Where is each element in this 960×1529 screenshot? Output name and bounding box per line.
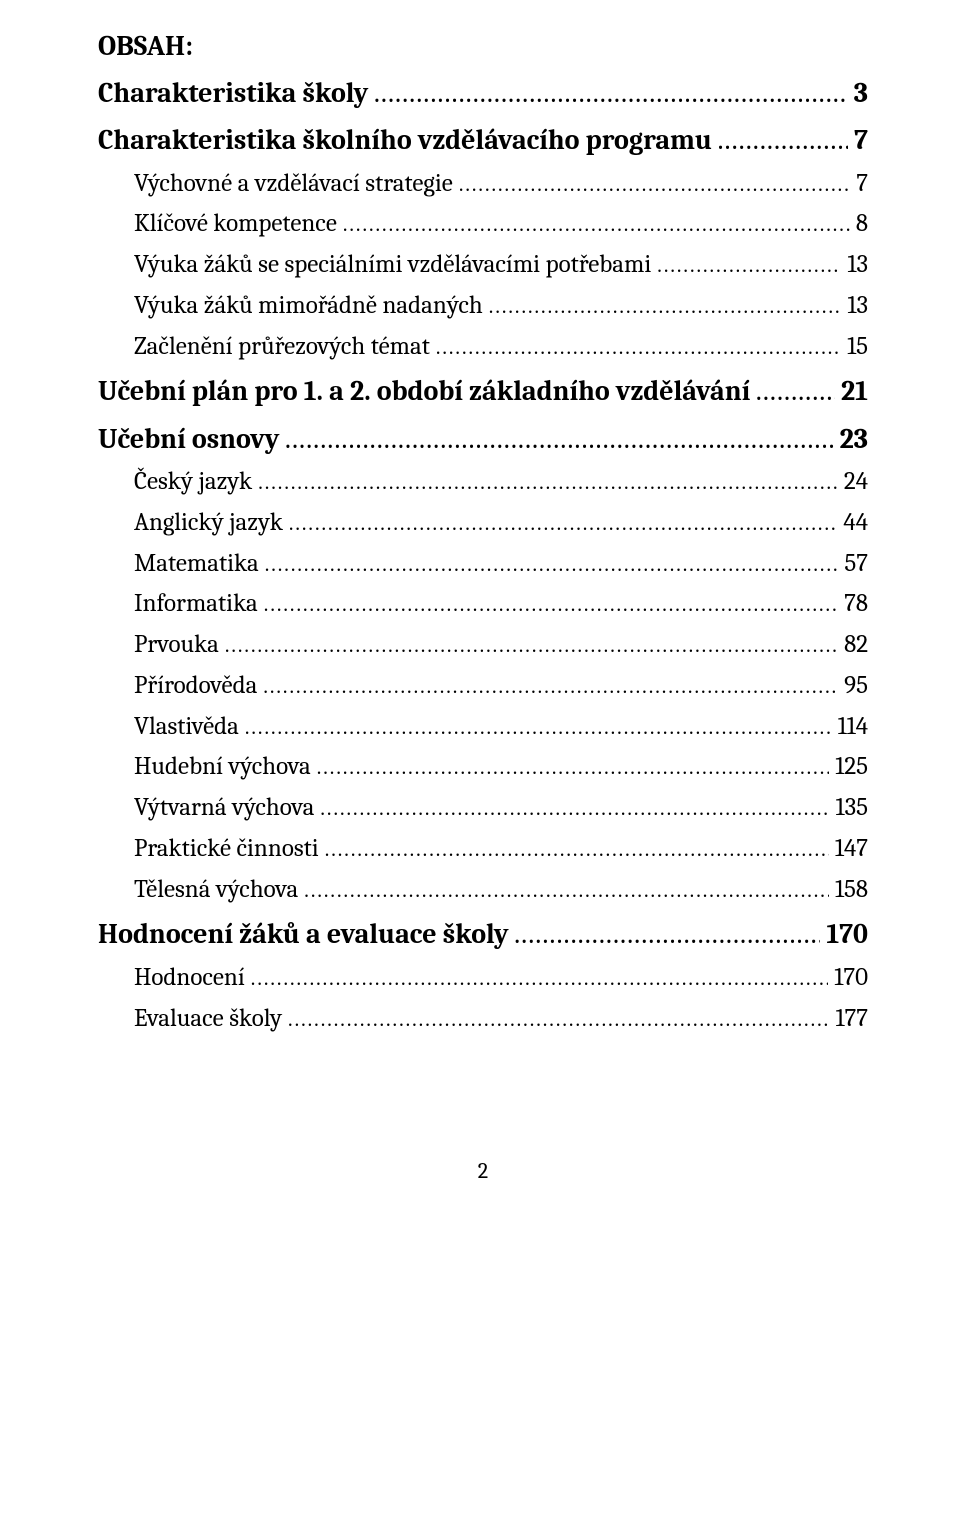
toc-leader-dots [320,789,829,828]
toc-entry: Informatika 78 [98,585,868,624]
toc-entry: Začlenění průřezových témat 15 [98,328,868,367]
toc-entry-label: Charakteristika školního vzdělávacího pr… [98,119,712,162]
toc-entry-label: Hodnocení [134,959,245,998]
toc-entry-label: Výuka žáků se speciálními vzdělávacími p… [134,246,651,285]
toc-entry: Praktické činnosti 147 [98,830,868,869]
toc-entry-label: Začlenění průřezových témat [134,328,430,367]
toc-leader-dots [515,913,821,956]
toc-leader-dots [436,328,841,367]
toc-entry-page: 78 [844,585,868,624]
toc-entry-page: 177 [835,1000,868,1039]
toc-entry-page: 44 [843,504,868,543]
toc-entry: Klíčové kompetence 8 [98,205,868,244]
toc-leader-dots [374,72,847,115]
toc-leader-dots [343,205,850,244]
toc-entry: Hodnocení 170 [98,959,868,998]
toc-entry-page: 95 [844,667,868,706]
toc-entry: Výtvarná výchova 135 [98,789,868,828]
toc-entry: Výchovné a vzdělávací strategie 7 [98,165,868,204]
toc-entry-page: 135 [836,789,868,828]
toc-entry-label: Prvouka [134,626,219,665]
toc-leader-dots [756,370,835,413]
toc-entry-label: Výtvarná výchova [134,789,314,828]
toc-entry: Hudební výchova 125 [98,748,868,787]
page-container: OBSAH: Charakteristika školy3Charakteris… [0,0,960,1529]
toc-entry-label: Učební plán pro 1. a 2. období základníh… [98,370,750,413]
toc-entry-page: 170 [834,959,868,998]
toc-leader-dots [285,418,833,461]
toc-entry: Učební plán pro 1. a 2. období základníh… [98,370,868,413]
toc-entry-label: Učební osnovy [98,418,279,461]
toc-entry-label: Charakteristika školy [98,72,368,115]
toc-leader-dots [288,1000,829,1039]
toc-entry-label: Hudební výchova [134,748,311,787]
toc-leader-dots [459,165,850,204]
toc-entry-label: Přírodověda [134,667,257,706]
toc-list: Charakteristika školy3Charakteristika šk… [98,72,868,1038]
toc-entry-label: Český jazyk [134,463,252,502]
toc-leader-dots [225,626,838,665]
toc-leader-dots [304,871,829,910]
toc-entry: Tělesná výchova 158 [98,871,868,910]
toc-leader-dots [289,504,838,543]
toc-leader-dots [258,463,838,502]
toc-leader-dots [265,545,839,584]
footer-page-number: 2 [98,1158,868,1184]
toc-entry-page: 125 [835,748,868,787]
toc-leader-dots [317,748,830,787]
toc-entry-label: Matematika [134,545,259,584]
toc-title: OBSAH: [98,28,868,66]
toc-entry-page: 13 [847,246,868,285]
toc-entry: Výuka žáků se speciálními vzdělávacími p… [98,246,868,285]
toc-entry: Prvouka 82 [98,626,868,665]
toc-entry-page: 147 [835,830,868,869]
toc-entry-label: Klíčové kompetence [134,205,337,244]
toc-leader-dots [657,246,841,285]
toc-entry-page: 24 [844,463,868,502]
toc-entry-page: 21 [841,370,868,413]
toc-entry-page: 23 [840,418,868,461]
toc-entry-label: Praktické činnosti [134,830,319,869]
toc-entry: Matematika 57 [98,545,868,584]
toc-entry-page: 7 [854,119,868,162]
toc-entry: Přírodověda 95 [98,667,868,706]
toc-leader-dots [264,585,838,624]
toc-entry-page: 170 [826,913,868,956]
toc-leader-dots [263,667,838,706]
toc-entry: Anglický jazyk 44 [98,504,868,543]
toc-entry-label: Hodnocení žáků a evaluace školy [98,913,509,956]
toc-entry: Vlastivěda 114 [98,708,868,747]
toc-entry-page: 15 [847,328,868,367]
toc-entry-page: 3 [854,72,868,115]
toc-entry-label: Tělesná výchova [134,871,298,910]
toc-entry-label: Evaluace školy [134,1000,282,1039]
toc-entry: Evaluace školy 177 [98,1000,868,1039]
toc-entry: Charakteristika školního vzdělávacího pr… [98,119,868,162]
toc-entry-label: Výuka žáků mimořádně nadaných [134,287,483,326]
toc-leader-dots [325,830,829,869]
toc-entry-page: 82 [844,626,868,665]
toc-entry-page: 158 [835,871,868,910]
toc-entry-page: 7 [856,165,868,204]
toc-entry-label: Vlastivěda [134,708,239,747]
toc-leader-dots [251,959,828,998]
toc-leader-dots [245,708,832,747]
toc-entry-label: Informatika [134,585,258,624]
toc-entry: Výuka žáků mimořádně nadaných 13 [98,287,868,326]
toc-leader-dots [718,119,848,162]
toc-entry-page: 114 [838,708,868,747]
toc-entry-page: 13 [847,287,868,326]
toc-entry-label: Anglický jazyk [134,504,283,543]
toc-entry: Charakteristika školy 3 [98,72,868,115]
toc-entry-page: 57 [844,545,868,584]
toc-entry-label: Výchovné a vzdělávací strategie [134,165,453,204]
toc-entry: Učební osnovy 23 [98,418,868,461]
toc-entry: Český jazyk 24 [98,463,868,502]
toc-leader-dots [489,287,842,326]
toc-entry: Hodnocení žáků a evaluace školy 170 [98,913,868,956]
toc-entry-page: 8 [856,205,868,244]
